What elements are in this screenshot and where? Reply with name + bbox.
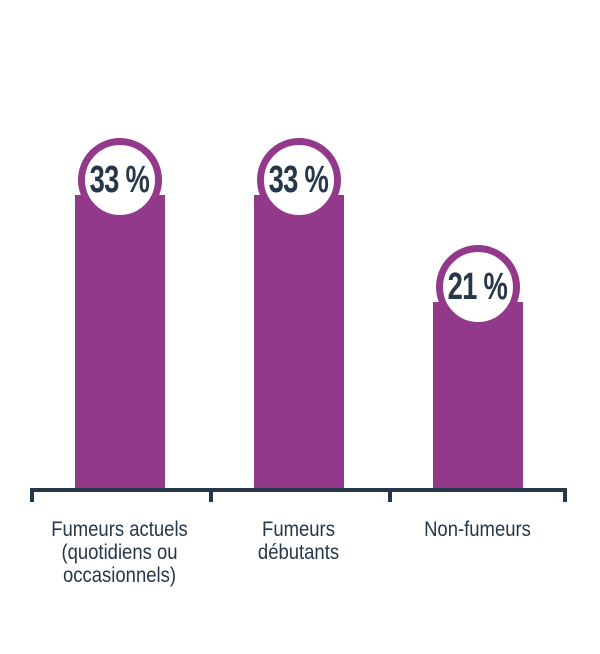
- bar-group: 21 %: [388, 0, 567, 490]
- value-badge: 21 %: [435, 245, 520, 329]
- value-label: 33 %: [268, 158, 329, 201]
- value-badge: 33 %: [256, 138, 341, 222]
- value-label: 21 %: [447, 265, 508, 308]
- category-label: Non-fumeurs: [424, 518, 531, 541]
- bar-group: 33 %: [209, 0, 388, 490]
- category-label: Fumeurs actuels (quotidiens ou occasionn…: [51, 518, 188, 587]
- bar-group: 33 %: [30, 0, 209, 490]
- axis-tick: [30, 488, 34, 502]
- value-badge: 33 %: [77, 138, 162, 222]
- value-label: 33 %: [89, 158, 150, 201]
- axis-tick: [388, 488, 392, 502]
- bar: [432, 302, 523, 490]
- axis-tick: [563, 488, 567, 502]
- bar: [74, 195, 165, 490]
- plot-area: 33 % 33 % 21 %: [30, 0, 567, 490]
- bar: [253, 195, 344, 490]
- axis-tick: [209, 488, 213, 502]
- category-label: Fumeurs débutants: [257, 518, 340, 564]
- x-axis-line: [30, 488, 567, 492]
